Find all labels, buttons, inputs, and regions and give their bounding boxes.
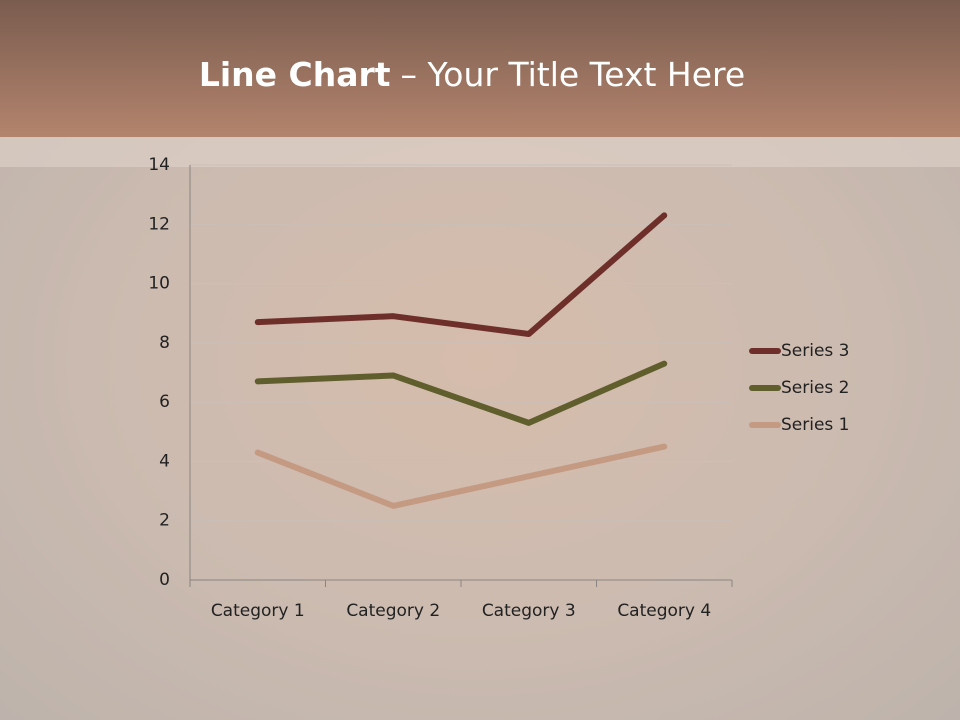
- strip: [0, 137, 960, 167]
- y-tick-label: 10: [148, 274, 170, 294]
- x-tick-label: Category 1: [211, 601, 305, 621]
- title-rest: – Your Title Text Here: [401, 55, 746, 94]
- slide-title: Line Chart – Your Title Text Here: [199, 55, 745, 94]
- y-tick-label: 4: [159, 451, 170, 471]
- title-band: [0, 0, 960, 137]
- series-line: [254, 212, 668, 337]
- y-tick-label: 0: [159, 570, 170, 590]
- legend-label: Series 3: [781, 341, 850, 361]
- y-tick-label: 6: [159, 392, 170, 412]
- y-tick-label: 14: [148, 155, 170, 175]
- legend-label: Series 1: [781, 415, 850, 435]
- series-line: [254, 443, 668, 509]
- x-tick-label: Category 3: [482, 601, 576, 621]
- y-tick-label: 12: [148, 214, 170, 234]
- overlay: [0, 137, 960, 720]
- title-lead: Line Chart: [199, 55, 391, 94]
- legend-label: Series 2: [781, 378, 850, 398]
- series-line: [254, 360, 668, 426]
- y-tick-label: 2: [159, 511, 170, 531]
- x-tick-label: Category 2: [346, 601, 440, 621]
- y-tick-label: 8: [159, 333, 170, 353]
- x-tick-label: Category 4: [617, 601, 711, 621]
